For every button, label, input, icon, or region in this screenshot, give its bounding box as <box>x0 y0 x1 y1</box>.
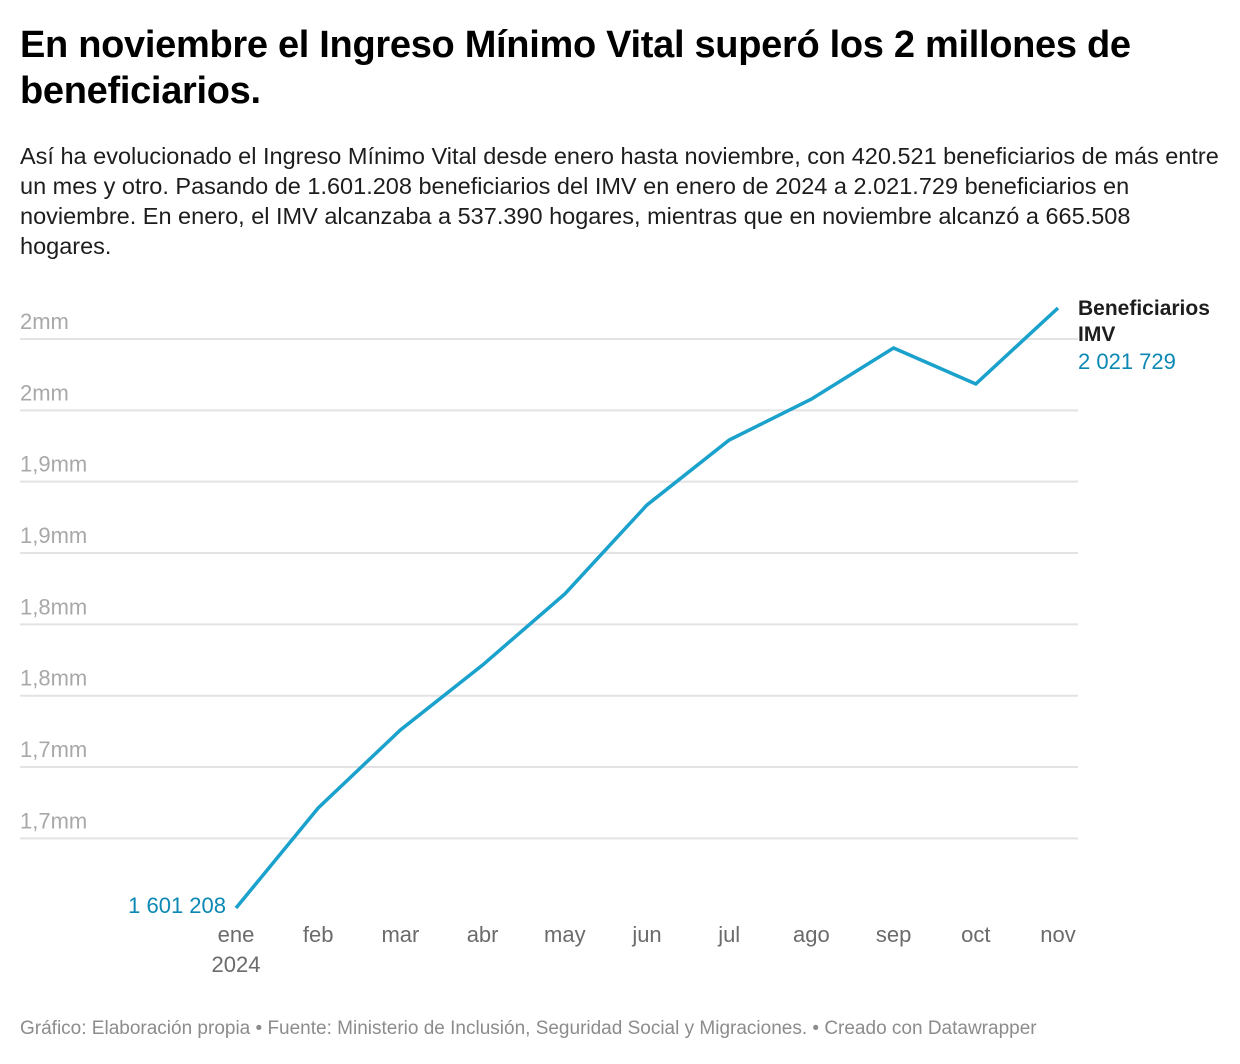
x-tick-label: ene <box>218 922 255 947</box>
series-name-label: IMV <box>1078 323 1115 346</box>
y-tick-label: 1,7mm <box>20 808 87 833</box>
gridlines <box>20 338 1078 840</box>
series-name-label: Beneficiarios <box>1078 297 1210 320</box>
x-tick-label: ago <box>793 922 830 947</box>
x-tick-label: may <box>544 922 586 947</box>
y-tick-label: 1,8mm <box>20 594 87 619</box>
series-line-beneficiarios-imv <box>234 306 1060 910</box>
x-tick-label: feb <box>303 922 334 947</box>
y-tick-label: 1,9mm <box>20 523 87 548</box>
y-tick-label: 2mm <box>20 380 69 405</box>
x-tick-label: jul <box>717 922 740 947</box>
series-layer <box>234 306 1060 910</box>
chart-footer: Gráfico: Elaboración propia • Fuente: Mi… <box>20 1018 1037 1039</box>
x-axis: ene 2024 feb mar abr may jun jul ago sep oct nov <box>212 922 1076 977</box>
x-tick-sublabel: 2024 <box>212 952 261 977</box>
y-tick-label: 1,7mm <box>20 737 87 762</box>
y-axis: 2mm 2mm 1,9mm 1,9mm 1,8mm 1,8mm 1,7mm 1,7mm <box>20 309 87 833</box>
y-tick-label: 2mm <box>20 309 69 334</box>
x-tick-label: abr <box>467 922 499 947</box>
x-tick-label: nov <box>1040 922 1075 947</box>
start-value-label: 1 601 208 <box>128 893 226 918</box>
direct-labels: 1 601 208 Beneficiarios IMV 2 021 729 <box>128 297 1210 918</box>
chart-title: En noviembre el Ingreso Mínimo Vital sup… <box>20 24 1131 112</box>
chart-description: Así ha evolucionado el Ingreso Mínimo Vi… <box>20 143 1219 259</box>
y-tick-label: 1,9mm <box>20 452 87 477</box>
end-value-label: 2 021 729 <box>1078 349 1176 374</box>
y-tick-label: 1,8mm <box>20 666 87 691</box>
x-tick-label: jun <box>631 922 661 947</box>
x-tick-label: mar <box>381 922 419 947</box>
line-chart: 2mm 2mm 1,9mm 1,9mm 1,8mm 1,8mm 1,7mm 1,7mm ene… <box>20 297 1210 977</box>
x-tick-label: sep <box>876 922 911 947</box>
x-tick-label: oct <box>961 922 990 947</box>
